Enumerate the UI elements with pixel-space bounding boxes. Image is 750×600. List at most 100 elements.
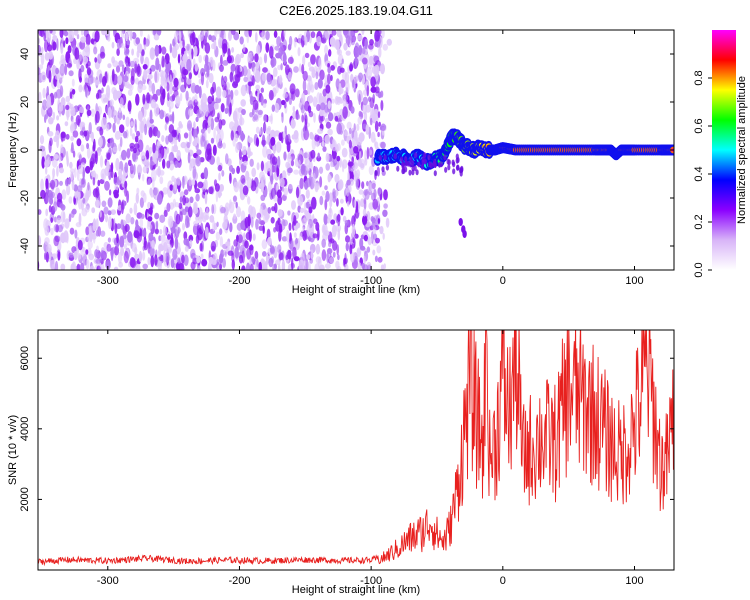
spectrogram-noise-blob: [322, 146, 327, 152]
spectrogram-noise-blob: [300, 104, 305, 114]
spectrogram-noise-blob: [64, 63, 68, 76]
spectrogram-noise-blob: [125, 213, 131, 224]
spectrogram-noise-blob: [167, 234, 171, 240]
spectrogram-noise-blob: [208, 261, 212, 270]
spectrogram-noise-blob: [130, 217, 135, 225]
spectrogram-noise-blob: [177, 132, 181, 143]
spectrogram-noise-blob: [186, 120, 193, 132]
spectrogram-noise-blob: [252, 99, 259, 111]
spectrogram-noise-blob: [134, 253, 140, 260]
spectrogram-noise-blob: [260, 95, 264, 106]
spectrogram-noise-blob: [87, 182, 90, 191]
spectrogram-noise-blob: [335, 39, 340, 51]
spectrogram-noise-blob: [350, 106, 355, 114]
spectrogram-noise-blob: [236, 165, 241, 174]
spectrogram-noise-blob: [183, 254, 189, 267]
spectrogram-noise-blob: [278, 223, 283, 233]
spectrogram-noise-blob: [59, 203, 64, 209]
spectrogram-noise-blob: [131, 133, 136, 140]
spectrogram-noise-blob: [72, 150, 76, 158]
spectrogram-noise-blob: [121, 149, 127, 161]
spectrogram-noise-blob: [344, 263, 349, 270]
spectrogram-noise-blob: [107, 142, 111, 148]
spectrogram-noise-blob: [345, 242, 349, 252]
signal-scatter-blob: [414, 152, 418, 159]
spectrogram-noise-blob: [38, 235, 42, 247]
spectrogram-noise-blob: [356, 123, 360, 131]
spectrogram-noise-blob: [377, 256, 383, 263]
spectrogram-noise-blob: [66, 62, 73, 68]
spectrogram-noise-blob: [308, 110, 314, 118]
spectrogram-noise-blob: [207, 123, 211, 134]
spectrogram-noise-blob: [109, 137, 115, 149]
spectrogram-noise-blob: [133, 164, 136, 175]
spectrogram-noise-blob: [65, 104, 70, 111]
spectrogram-noise-blob: [332, 251, 336, 258]
spectrogram-noise-blob: [231, 252, 235, 263]
spectrogram-noise-blob: [282, 52, 287, 65]
spectrogram-noise-blob: [61, 189, 67, 200]
spectrogram-noise-blob: [223, 75, 228, 84]
spectrogram-noise-blob: [168, 160, 175, 171]
spectrogram-noise-blob: [291, 91, 296, 101]
spectrogram-noise-blob: [177, 78, 181, 89]
spectrogram-noise-blob: [196, 149, 202, 156]
spectrogram-noise-blob: [168, 106, 172, 113]
spectrogram-noise-blob: [127, 89, 133, 96]
spectrogram-noise-blob: [246, 176, 252, 189]
spectrogram-noise-blob: [295, 243, 300, 251]
spectrogram-noise-blob: [232, 195, 238, 202]
spectrogram-noise-blob: [358, 93, 361, 106]
spectrogram-noise-blob: [243, 76, 248, 83]
spectrogram-noise-blob: [174, 31, 179, 44]
spectrogram-noise-blob: [177, 185, 181, 193]
spectrogram-noise-blob: [293, 232, 297, 238]
y-tick-label: -20: [19, 190, 31, 206]
spectrogram-noise-blob: [207, 116, 212, 127]
spectrogram-noise-blob: [65, 37, 69, 45]
spectrogram-noise-blob: [361, 262, 365, 270]
spectrogram-noise-blob: [142, 165, 148, 174]
spectrogram-noise-blob: [262, 67, 268, 73]
spectrogram-noise-blob: [126, 148, 131, 159]
spectrogram-noise-blob: [374, 86, 380, 94]
spectrogram-noise-blob: [277, 263, 281, 270]
spectrogram-noise-blob: [354, 54, 358, 68]
spectrogram-noise-blob: [134, 77, 139, 85]
spectrogram-noise-blob: [95, 110, 100, 124]
spectrogram-noise-blob: [293, 169, 300, 175]
spectrogram-noise-blob: [100, 51, 106, 59]
spectrogram-noise-blob: [154, 228, 159, 235]
spectrogram-noise-blob: [342, 30, 349, 36]
spectrogram-noise-blob: [126, 190, 129, 203]
spectrogram-noise-blob: [78, 212, 82, 226]
spectrogram-noise-blob: [328, 175, 332, 182]
spectrogram-noise-blob: [188, 72, 192, 80]
spectrogram-noise-blob: [59, 30, 64, 39]
spectrogram-noise-blob: [304, 158, 311, 168]
spectrogram-noise-blob: [55, 130, 60, 141]
spectrogram-noise-blob: [161, 46, 167, 55]
spectrogram-noise-blob: [338, 87, 344, 95]
spectrogram-noise-blob: [290, 159, 295, 167]
spectrogram-noise-blob: [143, 236, 147, 249]
spectrogram-noise-blob: [97, 179, 101, 187]
spectrogram-noise-blob: [324, 134, 331, 145]
spectrogram-noise-blob: [44, 159, 50, 168]
spectrogram-noise-blob: [227, 89, 231, 96]
spectrogram-noise-blob: [173, 177, 178, 191]
spectrogram-noise-blob: [230, 130, 234, 141]
spectrogram-noise-blob: [194, 63, 199, 72]
spectrogram-noise-blob: [137, 43, 143, 53]
spectrogram-noise-blob: [368, 165, 374, 176]
spectrogram-noise-blob: [87, 86, 92, 92]
signal-scatter-blob: [417, 161, 421, 168]
spectrogram-noise-blob: [268, 257, 274, 268]
spectrogram-noise-blob: [107, 216, 113, 230]
spectrogram-noise-blob: [92, 176, 96, 186]
spectrogram-noise-blob: [92, 218, 97, 232]
spectrogram-noise-blob: [287, 210, 291, 216]
spectrogram-noise-blob: [80, 64, 85, 73]
spectrogram-noise-blob: [60, 144, 64, 154]
